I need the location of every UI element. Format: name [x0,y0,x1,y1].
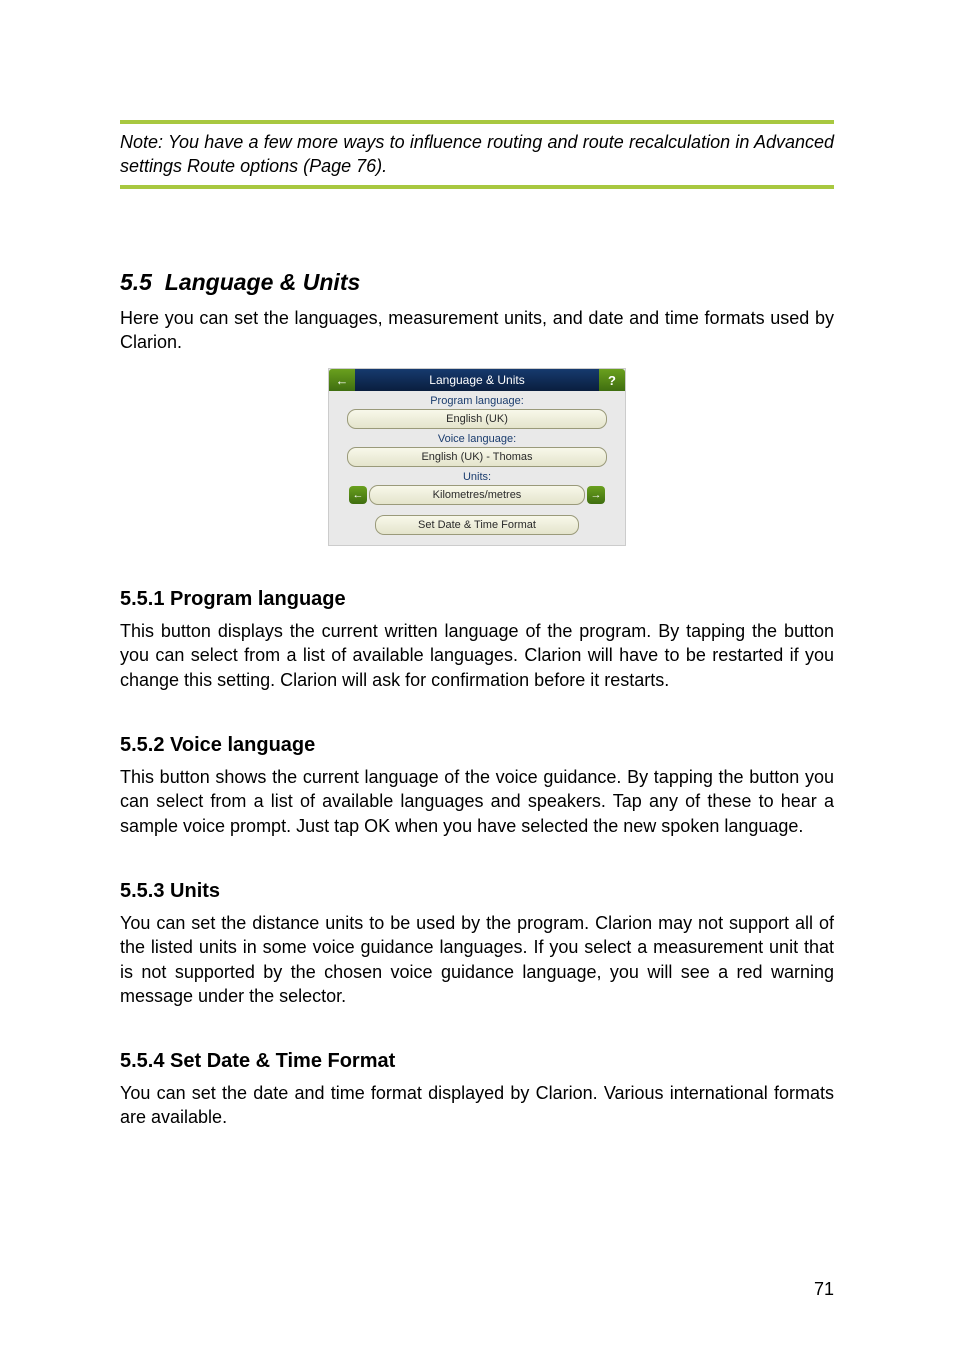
section-intro: Here you can set the languages, measurem… [120,306,834,355]
units-button[interactable]: Kilometres/metres [369,485,585,505]
screenshot-titlebar: ← Language & Units ? [329,369,625,391]
section-number: 5.5 [120,269,152,295]
language-units-screenshot: ← Language & Units ? Program language: E… [328,368,626,546]
subsection-2-heading: 5.5.2 Voice language [120,734,834,757]
section-title: Language & Units [165,269,361,295]
back-icon[interactable]: ← [329,369,355,391]
subsection-3-body: You can set the distance units to be use… [120,911,834,1008]
note-text: Note: You have a few more ways to influe… [120,132,834,176]
units-prev-icon[interactable]: ← [349,486,367,504]
page-number: 71 [814,1279,834,1300]
voice-language-button[interactable]: English (UK) - Thomas [347,447,607,467]
units-next-icon[interactable]: → [587,486,605,504]
subsection-2-body: This button shows the current language o… [120,765,834,838]
units-label: Units: [329,471,625,483]
subsection-1-body: This button displays the current written… [120,619,834,692]
voice-language-label: Voice language: [329,433,625,445]
subsection-4-body: You can set the date and time format dis… [120,1081,834,1130]
section-heading: 5.5 Language & Units [120,269,834,296]
program-language-button[interactable]: English (UK) [347,409,607,429]
page: Note: You have a few more ways to influe… [0,0,954,1350]
subsection-3-heading: 5.5.3 Units [120,880,834,903]
screenshot-title: Language & Units [355,369,599,391]
help-icon[interactable]: ? [599,369,625,391]
program-language-label: Program language: [329,395,625,407]
subsection-1-heading: 5.5.1 Program language [120,588,834,611]
set-date-time-button[interactable]: Set Date & Time Format [375,515,579,535]
subsection-4-heading: 5.5.4 Set Date & Time Format [120,1050,834,1073]
note-box: Note: You have a few more ways to influe… [120,120,834,189]
